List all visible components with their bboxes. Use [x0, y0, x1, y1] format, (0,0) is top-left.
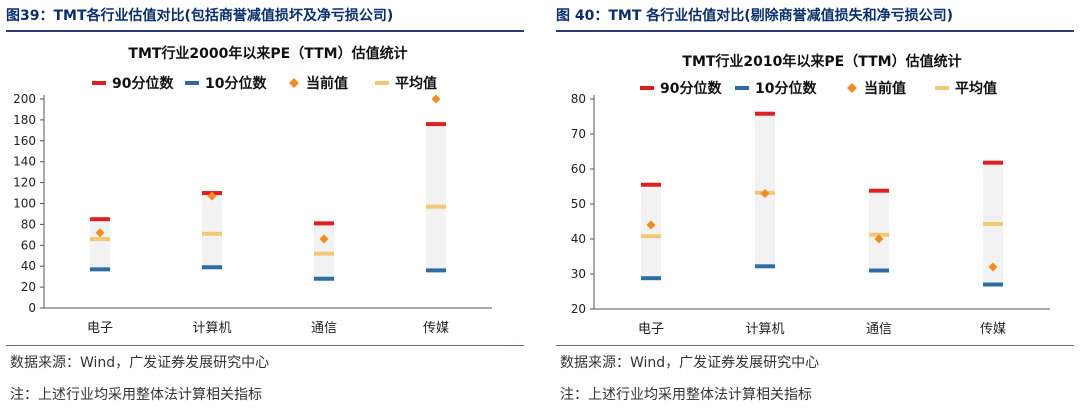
source-note: 数据来源：Wind，广发证券发展研究中心: [10, 355, 270, 371]
y-tick-label: 160: [13, 134, 36, 148]
range-chart-2010: TMT行业2010年以来PE（TTM）估值统计 90分位数 10分位数 当前值 平均值 2…: [571, 53, 1050, 337]
title-divider: [556, 30, 1074, 32]
legend-marker-1: [185, 81, 199, 85]
source-note: 数据来源：Wind，广发证券发展研究中心: [560, 355, 820, 371]
y-tick-label: 20: [571, 302, 586, 316]
figure-title: 图 40：TMT 各行业估值对比(剔除商誉减值损失和净亏损公司): [556, 8, 954, 24]
legend-marker-current: [289, 78, 299, 88]
figure-panel-40: 图 40：TMT 各行业估值对比(剔除商誉减值损失和净亏损公司) TMT行业20…: [550, 0, 1080, 412]
figure-panel-39: 图39：TMT各行业估值对比(包括商誉减值损坏及净亏损公司) TMT行业2000…: [0, 0, 530, 412]
y-tick-label: 80: [21, 217, 36, 231]
current-marker: [431, 94, 441, 104]
title-divider: [6, 30, 524, 32]
y-tick-label: 60: [571, 162, 586, 176]
legend-label: 当前值: [306, 75, 348, 92]
mean-mark: [314, 251, 334, 256]
y-tick-label: 0: [28, 301, 36, 315]
range-chart-2000: TMT行业2000年以来PE（TTM）估值统计 90分位数 10分位数 当前值 平均值 0…: [13, 45, 492, 336]
legend-label: 90分位数: [660, 80, 722, 97]
p90-mark: [983, 160, 1003, 165]
legend-label: 平均值: [395, 75, 437, 92]
remark-note: 注：上述行业均采用整体法计算相关指标: [560, 387, 812, 403]
p10-mark: [983, 282, 1003, 287]
legend-marker-1: [735, 86, 749, 90]
legend-marker-0: [640, 86, 654, 90]
legend-label: 90分位数: [112, 75, 174, 92]
y-tick-label: 40: [21, 259, 36, 273]
y-tick-label: 140: [13, 155, 36, 169]
remark-note: 注：上述行业均采用整体法计算相关指标: [10, 387, 262, 403]
x-tick-label: 通信: [866, 322, 892, 337]
p90-mark: [426, 122, 446, 127]
y-tick-label: 50: [571, 197, 586, 211]
y-tick-label: 30: [571, 267, 586, 281]
legend-marker-0: [92, 81, 106, 85]
legend-label: 10分位数: [205, 75, 267, 92]
p90-mark: [869, 188, 889, 193]
p10-mark: [202, 265, 222, 270]
p90-mark: [90, 217, 110, 222]
p10-mark: [314, 276, 334, 281]
legend-marker-current: [847, 83, 857, 93]
x-tick-label: 传媒: [423, 321, 449, 336]
chart-title: TMT行业2000年以来PE（TTM）估值统计: [128, 45, 407, 62]
current-marker: [95, 228, 105, 238]
y-tick-label: 20: [21, 280, 36, 294]
x-tick-label: 计算机: [192, 321, 231, 336]
legend-marker-3: [375, 81, 389, 85]
p10-mark: [641, 276, 661, 281]
x-tick-label: 计算机: [745, 322, 784, 337]
legend-label: 当前值: [864, 80, 906, 97]
chart-title: TMT行业2010年以来PE（TTM）估值统计: [682, 53, 961, 70]
range-box: [202, 193, 222, 268]
y-tick-label: 40: [571, 232, 586, 246]
range-box: [869, 190, 889, 271]
x-tick-label: 电子: [87, 321, 113, 336]
mean-mark: [202, 231, 222, 236]
y-tick-label: 70: [571, 127, 586, 141]
x-tick-label: 电子: [638, 322, 664, 337]
legend-label: 平均值: [955, 80, 997, 97]
mean-mark: [641, 234, 661, 239]
p90-mark: [641, 182, 661, 187]
range-box: [90, 219, 110, 270]
current-marker: [207, 191, 217, 201]
y-tick-label: 120: [13, 176, 36, 190]
mean-mark: [983, 221, 1003, 226]
figure-title: 图39：TMT各行业估值对比(包括商誉减值损坏及净亏损公司): [6, 8, 394, 24]
y-tick-label: 180: [13, 113, 36, 127]
y-tick-label: 200: [13, 92, 36, 106]
mean-mark: [426, 204, 446, 209]
current-marker: [874, 234, 884, 244]
p90-mark: [755, 111, 775, 116]
legend-marker-3: [935, 86, 949, 90]
current-marker: [319, 234, 329, 244]
p90-mark: [314, 221, 334, 226]
p10-mark: [755, 264, 775, 269]
p10-mark: [869, 268, 889, 273]
legend-label: 10分位数: [755, 80, 817, 97]
y-tick-label: 80: [571, 92, 586, 106]
x-tick-label: 通信: [311, 321, 337, 336]
mean-mark: [90, 237, 110, 242]
current-marker: [760, 189, 770, 198]
range-box: [314, 223, 334, 279]
y-tick-label: 100: [13, 197, 36, 211]
range-box: [641, 184, 661, 279]
bottom-divider: [6, 345, 524, 346]
p10-mark: [90, 267, 110, 272]
current-marker: [988, 262, 998, 272]
bottom-divider: [556, 345, 1074, 346]
x-tick-label: 传媒: [980, 322, 1006, 337]
p10-mark: [426, 268, 446, 273]
range-box: [426, 124, 446, 271]
current-marker: [646, 220, 656, 230]
y-tick-label: 60: [21, 238, 36, 252]
